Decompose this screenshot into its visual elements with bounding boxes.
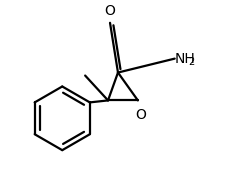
- Text: O: O: [104, 4, 115, 18]
- Text: NH: NH: [174, 52, 195, 66]
- Text: 2: 2: [188, 57, 194, 67]
- Text: O: O: [135, 108, 146, 122]
